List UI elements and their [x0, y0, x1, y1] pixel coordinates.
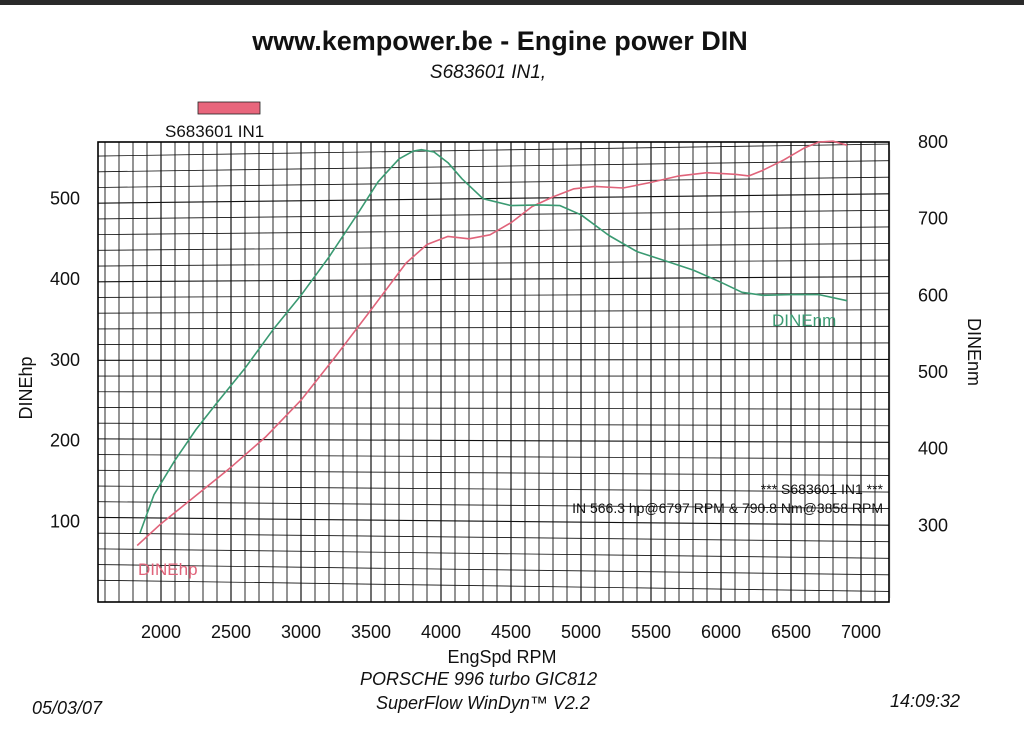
time-stamp: 14:09:32	[890, 691, 961, 711]
tick-labels: 2000 2500 3000 3500 4000 4500 5000 5500 6000 6500…	[50, 132, 948, 642]
x-tick-label: 3000	[281, 622, 321, 642]
series-label-dinehp: DINEhp	[138, 560, 198, 579]
plot-background	[98, 142, 889, 602]
y-axis-right-label: DINEnm	[964, 318, 984, 386]
legend-label: S683601 IN1	[165, 122, 264, 141]
y-left-tick-label: 200	[50, 431, 80, 451]
grid-line-horizontal	[97, 501, 890, 510]
chart-title: www.kempower.be - Engine power DIN	[252, 26, 748, 56]
grid-line-horizontal	[97, 469, 890, 476]
date-stamp: 05/03/07	[32, 698, 103, 718]
scan-top-edge	[0, 0, 1024, 5]
grid-line-horizontal	[97, 516, 890, 526]
chart-subtitle: S683601 IN1,	[429, 62, 547, 83]
y-left-tick-label: 100	[50, 511, 80, 531]
summary-line-1: *** S683601 IN1 ***	[761, 481, 884, 497]
y-axis-left-label: DINEhp	[16, 356, 36, 419]
series-label-dinenm: DINEnm	[772, 311, 836, 330]
grid-line-horizontal	[97, 342, 890, 346]
grid-line-horizontal	[97, 226, 890, 236]
grid-line-horizontal	[97, 259, 890, 267]
x-tick-label: 4500	[491, 622, 531, 642]
series-line-dinenm	[139, 148, 848, 534]
grid-line-horizontal	[97, 325, 890, 330]
vehicle-name: PORSCHE 996 turbo GIC812	[360, 669, 598, 689]
grid-line-horizontal	[97, 358, 890, 361]
x-axis-label: EngSpd RPM	[447, 647, 556, 667]
grid-line-horizontal	[97, 407, 890, 410]
x-tick-label: 7000	[841, 622, 881, 642]
y-right-tick-label: 600	[918, 285, 948, 305]
grid-line-horizontal	[97, 485, 890, 493]
series-layer	[136, 140, 848, 547]
grid-line-horizontal	[97, 438, 890, 443]
y-right-tick-label: 400	[918, 439, 948, 459]
grid-layer	[97, 142, 890, 602]
y-left-tick-label: 400	[50, 269, 80, 289]
y-left-tick-label: 500	[50, 188, 80, 208]
label-layer: S683601 IN1 EngSpd RPM DINEhp DINEnm ***…	[16, 101, 984, 667]
grid-line-horizontal	[97, 176, 890, 188]
y-right-tick-label: 300	[918, 515, 948, 535]
grid-line-horizontal	[97, 160, 890, 173]
summary-line-2: IN 566.3 hp@6797 RPM & 790.8 Nm@3858 RPM	[572, 500, 883, 516]
y-right-tick-label: 700	[918, 209, 948, 229]
y-left-tick-label: 300	[50, 350, 80, 370]
x-tick-label: 4000	[421, 622, 461, 642]
grid-line-horizontal	[97, 209, 890, 220]
grid-line-horizontal	[97, 422, 890, 427]
grid-line-horizontal	[97, 564, 890, 576]
x-tick-label: 6000	[701, 622, 741, 642]
grid-line-horizontal	[97, 143, 890, 157]
x-tick-label: 5000	[561, 622, 601, 642]
legend-swatch	[197, 101, 261, 115]
grid-line-horizontal	[97, 243, 890, 251]
grid-line-horizontal	[97, 193, 890, 204]
grid-line-horizontal	[97, 391, 890, 394]
x-tick-label: 2500	[211, 622, 251, 642]
software-name: SuperFlow WinDyn™ V2.2	[376, 693, 590, 713]
grid-line-horizontal	[97, 532, 890, 543]
y-right-tick-label: 800	[918, 132, 948, 152]
grid-line-horizontal	[97, 309, 890, 314]
x-tick-label: 2000	[141, 622, 181, 642]
x-tick-label: 5500	[631, 622, 671, 642]
grid-line-horizontal	[97, 276, 890, 283]
grid-line-horizontal	[97, 548, 890, 559]
x-tick-label: 6500	[771, 622, 811, 642]
x-tick-label: 3500	[351, 622, 391, 642]
plot-frame	[97, 141, 890, 603]
grid-line-horizontal	[97, 579, 890, 592]
y-right-tick-label: 500	[918, 362, 948, 382]
series-line-dinehp	[136, 140, 848, 547]
grid-line-horizontal	[97, 454, 890, 460]
